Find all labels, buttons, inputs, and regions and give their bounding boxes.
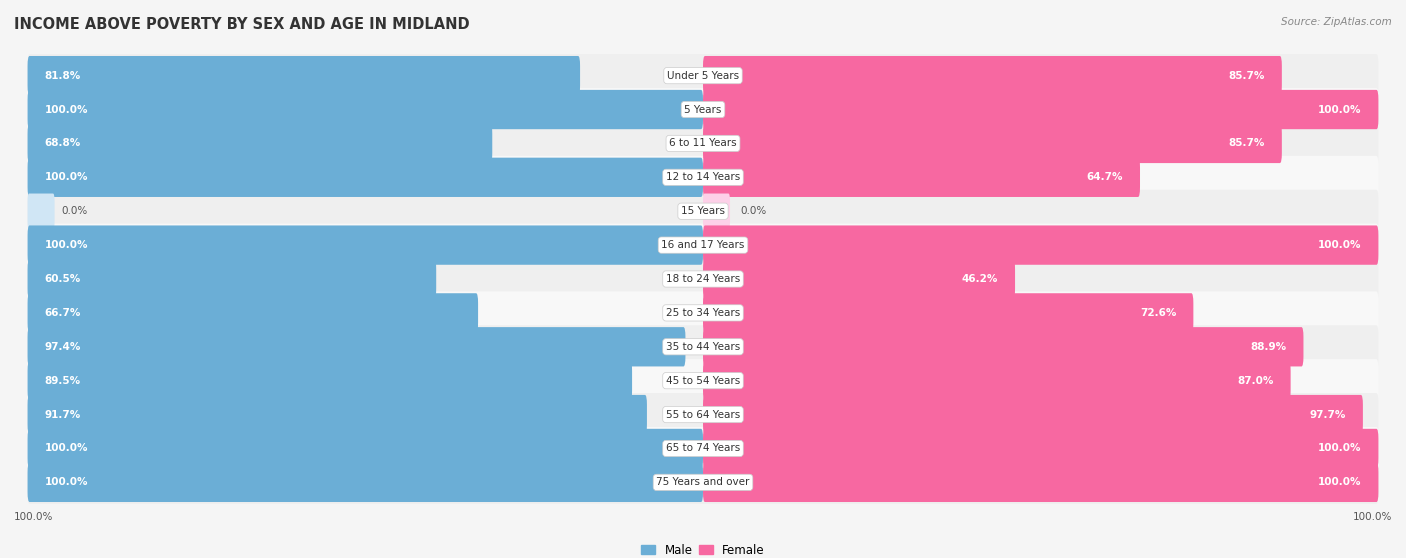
- FancyBboxPatch shape: [703, 259, 1015, 299]
- FancyBboxPatch shape: [28, 225, 703, 264]
- FancyBboxPatch shape: [28, 325, 1378, 368]
- FancyBboxPatch shape: [703, 294, 1194, 333]
- Text: 64.7%: 64.7%: [1087, 172, 1123, 182]
- FancyBboxPatch shape: [28, 327, 686, 367]
- Text: 100.0%: 100.0%: [45, 477, 89, 487]
- Text: 60.5%: 60.5%: [45, 274, 80, 284]
- FancyBboxPatch shape: [28, 190, 1378, 233]
- Text: 75 Years and over: 75 Years and over: [657, 477, 749, 487]
- FancyBboxPatch shape: [703, 124, 1282, 163]
- FancyBboxPatch shape: [28, 194, 55, 229]
- Text: 15 Years: 15 Years: [681, 206, 725, 216]
- FancyBboxPatch shape: [703, 327, 1303, 367]
- FancyBboxPatch shape: [703, 90, 1378, 129]
- FancyBboxPatch shape: [28, 54, 1378, 97]
- Text: 91.7%: 91.7%: [45, 410, 80, 420]
- Text: 88.9%: 88.9%: [1250, 342, 1286, 352]
- Text: 100.0%: 100.0%: [1317, 477, 1361, 487]
- FancyBboxPatch shape: [703, 56, 1282, 95]
- FancyBboxPatch shape: [28, 395, 647, 434]
- Legend: Male, Female: Male, Female: [637, 539, 769, 558]
- Text: 6 to 11 Years: 6 to 11 Years: [669, 138, 737, 148]
- Text: 65 to 74 Years: 65 to 74 Years: [666, 444, 740, 454]
- FancyBboxPatch shape: [28, 259, 436, 299]
- Text: 100.0%: 100.0%: [1317, 104, 1361, 114]
- FancyBboxPatch shape: [28, 291, 1378, 334]
- FancyBboxPatch shape: [28, 124, 492, 163]
- Text: 100.0%: 100.0%: [45, 172, 89, 182]
- FancyBboxPatch shape: [28, 463, 703, 502]
- Text: 97.4%: 97.4%: [45, 342, 80, 352]
- Text: 100.0%: 100.0%: [1317, 240, 1361, 250]
- Text: 85.7%: 85.7%: [1229, 138, 1265, 148]
- FancyBboxPatch shape: [28, 427, 1378, 470]
- FancyBboxPatch shape: [703, 463, 1378, 502]
- FancyBboxPatch shape: [28, 224, 1378, 267]
- Text: 16 and 17 Years: 16 and 17 Years: [661, 240, 745, 250]
- FancyBboxPatch shape: [28, 258, 1378, 300]
- Text: 100.0%: 100.0%: [14, 512, 53, 522]
- FancyBboxPatch shape: [28, 393, 1378, 436]
- FancyBboxPatch shape: [28, 122, 1378, 165]
- FancyBboxPatch shape: [28, 429, 703, 468]
- Text: 81.8%: 81.8%: [45, 71, 80, 81]
- FancyBboxPatch shape: [28, 158, 703, 197]
- FancyBboxPatch shape: [28, 294, 478, 333]
- FancyBboxPatch shape: [28, 56, 581, 95]
- Text: INCOME ABOVE POVERTY BY SEX AND AGE IN MIDLAND: INCOME ABOVE POVERTY BY SEX AND AGE IN M…: [14, 17, 470, 32]
- FancyBboxPatch shape: [28, 461, 1378, 504]
- Text: 87.0%: 87.0%: [1237, 376, 1274, 386]
- Text: 55 to 64 Years: 55 to 64 Years: [666, 410, 740, 420]
- Text: 100.0%: 100.0%: [45, 240, 89, 250]
- Text: 66.7%: 66.7%: [45, 308, 80, 318]
- Text: 0.0%: 0.0%: [740, 206, 766, 216]
- Text: 5 Years: 5 Years: [685, 104, 721, 114]
- FancyBboxPatch shape: [703, 194, 730, 229]
- FancyBboxPatch shape: [28, 156, 1378, 199]
- Text: 68.8%: 68.8%: [45, 138, 80, 148]
- FancyBboxPatch shape: [28, 90, 703, 129]
- Text: 18 to 24 Years: 18 to 24 Years: [666, 274, 740, 284]
- Text: 0.0%: 0.0%: [62, 206, 87, 216]
- Text: 100.0%: 100.0%: [45, 104, 89, 114]
- Text: 100.0%: 100.0%: [45, 444, 89, 454]
- FancyBboxPatch shape: [703, 225, 1378, 264]
- Text: 100.0%: 100.0%: [1317, 444, 1361, 454]
- Text: Under 5 Years: Under 5 Years: [666, 71, 740, 81]
- FancyBboxPatch shape: [28, 88, 1378, 131]
- Text: 85.7%: 85.7%: [1229, 71, 1265, 81]
- Text: 45 to 54 Years: 45 to 54 Years: [666, 376, 740, 386]
- Text: 89.5%: 89.5%: [45, 376, 80, 386]
- FancyBboxPatch shape: [703, 429, 1378, 468]
- FancyBboxPatch shape: [703, 361, 1291, 400]
- Text: 46.2%: 46.2%: [962, 274, 998, 284]
- Text: 25 to 34 Years: 25 to 34 Years: [666, 308, 740, 318]
- Text: Source: ZipAtlas.com: Source: ZipAtlas.com: [1281, 17, 1392, 27]
- Text: 35 to 44 Years: 35 to 44 Years: [666, 342, 740, 352]
- FancyBboxPatch shape: [703, 158, 1140, 197]
- Text: 97.7%: 97.7%: [1309, 410, 1346, 420]
- Text: 12 to 14 Years: 12 to 14 Years: [666, 172, 740, 182]
- Text: 72.6%: 72.6%: [1140, 308, 1177, 318]
- FancyBboxPatch shape: [28, 359, 1378, 402]
- Text: 100.0%: 100.0%: [1353, 512, 1392, 522]
- FancyBboxPatch shape: [28, 361, 633, 400]
- FancyBboxPatch shape: [703, 395, 1362, 434]
